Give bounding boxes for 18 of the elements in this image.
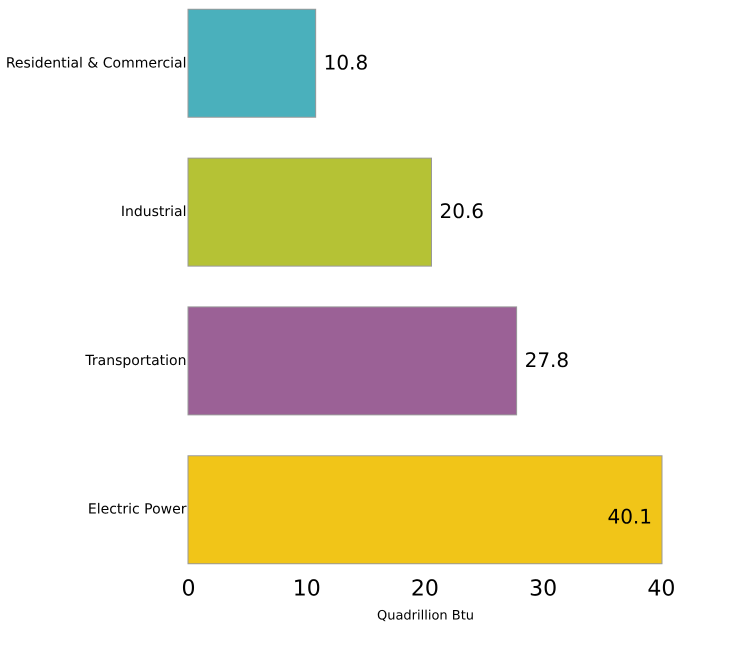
data-label: 10.8 (324, 50, 368, 74)
y-tick-label: Transportation (84, 352, 186, 369)
y-tick-label: Industrial (120, 204, 186, 220)
x-tick-label: 0 (182, 576, 196, 602)
y-tick-label: Residential & Commercial (6, 55, 186, 72)
bar (188, 455, 662, 564)
x-tick-label: 30 (529, 576, 558, 602)
x-tick-label: 40 (647, 576, 676, 602)
bar (188, 158, 432, 267)
bar (188, 8, 316, 118)
data-label: 40.1 (607, 504, 652, 529)
data-label: 27.8 (524, 348, 570, 372)
data-label: 20.6 (440, 199, 484, 224)
x-tick-label: 20 (410, 576, 439, 602)
bar (188, 306, 518, 416)
x-tick-label: 10 (292, 576, 321, 602)
x-axis-title: Quadrillion Btu (376, 608, 474, 624)
y-tick-label: Electric Power (88, 502, 187, 518)
